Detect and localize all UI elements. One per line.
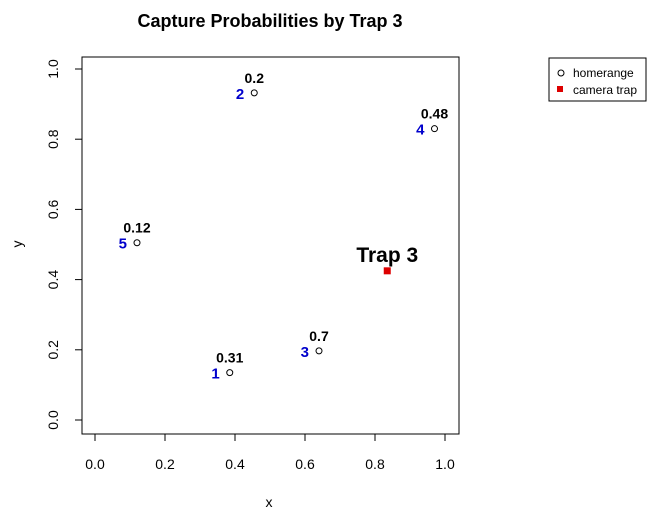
y-tick-label: 0.2 bbox=[45, 340, 61, 360]
legend-camera-trap-symbol bbox=[557, 86, 563, 92]
homerange-point bbox=[315, 347, 323, 355]
y-axis: 0.0 0.2 0.4 0.6 0.8 1.0 bbox=[45, 59, 83, 430]
y-tick-label: 0.6 bbox=[45, 199, 61, 219]
y-tick-label: 1.0 bbox=[45, 59, 61, 79]
capture-probability-label: 0.7 bbox=[309, 328, 329, 344]
homerange-id-label: 1 bbox=[211, 366, 219, 383]
homerange-id-label: 3 bbox=[301, 344, 309, 361]
legend-homerange-label: homerange bbox=[573, 66, 634, 80]
homerange-id-label: 5 bbox=[119, 236, 127, 253]
homerange-point bbox=[226, 369, 234, 377]
legend-box bbox=[548, 57, 647, 102]
homerange-points: 0.311 0.22 0.73 0.484 0.125 bbox=[119, 70, 449, 383]
capture-probability-label: 0.48 bbox=[421, 106, 448, 122]
capture-probability-label: 0.31 bbox=[216, 350, 243, 366]
x-axis: 0.0 0.2 0.4 0.6 0.8 1.0 bbox=[85, 433, 455, 472]
homerange-point bbox=[250, 89, 258, 97]
homerange-id-label: 4 bbox=[416, 122, 425, 139]
legend-camera-trap-label: camera trap bbox=[573, 83, 637, 97]
homerange-point bbox=[431, 125, 438, 133]
x-tick-label: 0.8 bbox=[365, 456, 385, 472]
homerange-point bbox=[133, 239, 141, 247]
x-tick-label: 0.6 bbox=[295, 456, 315, 472]
y-axis-title: y bbox=[9, 241, 25, 248]
camera-trap-group: Trap 3 bbox=[356, 244, 418, 275]
x-tick-label: 0.4 bbox=[225, 456, 245, 472]
y-tick-label: 0.8 bbox=[45, 129, 61, 149]
x-tick-label: 0.0 bbox=[85, 456, 105, 472]
x-axis-title: x bbox=[266, 494, 273, 510]
x-tick-label: 1.0 bbox=[435, 456, 455, 472]
capture-probability-label: 0.12 bbox=[123, 220, 150, 236]
chart-title: Capture Probabilities by Trap 3 bbox=[137, 11, 402, 31]
capture-probability-label: 0.2 bbox=[245, 70, 265, 86]
camera-trap-label: Trap 3 bbox=[356, 244, 418, 267]
legend-homerange-symbol bbox=[557, 69, 565, 77]
homerange-id-label: 2 bbox=[236, 86, 244, 103]
x-tick-label: 0.2 bbox=[155, 456, 175, 472]
y-tick-label: 0.0 bbox=[45, 410, 61, 430]
y-tick-label: 0.4 bbox=[45, 270, 61, 290]
camera-trap-marker bbox=[383, 267, 391, 275]
legend: homerange camera trap bbox=[548, 57, 647, 102]
